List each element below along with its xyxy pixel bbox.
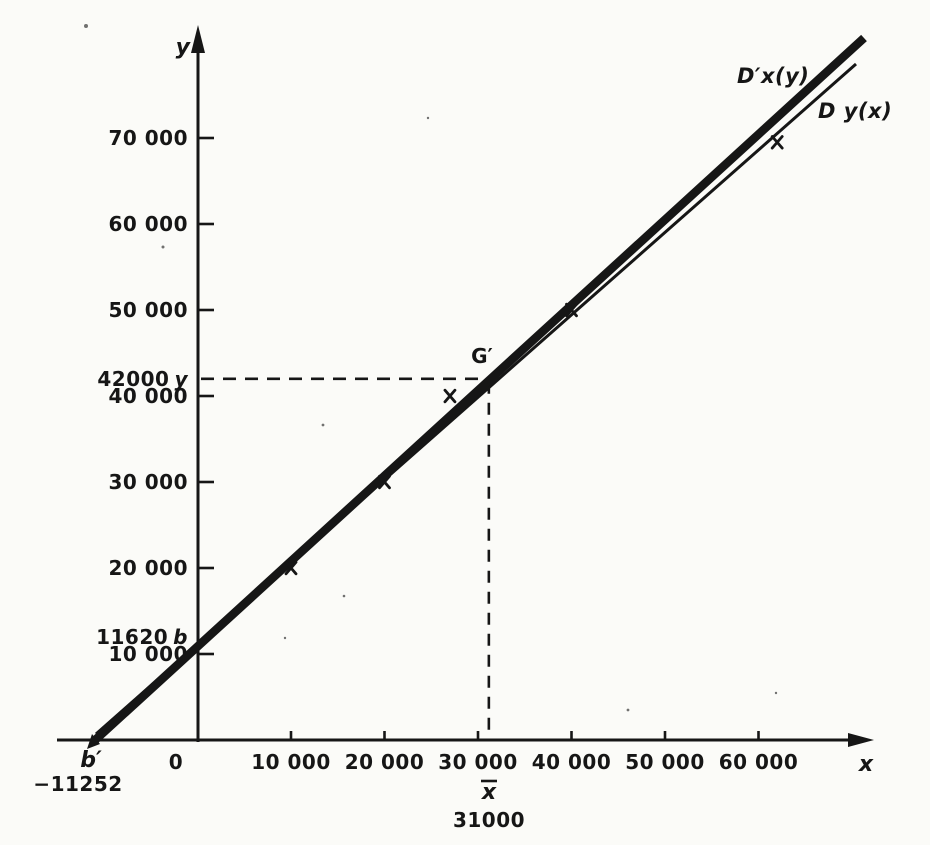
scan-speckle: [161, 245, 165, 249]
x-axis: 0 10 000 20 000 30 000 40 000 50 000 60 000 x: [57, 731, 874, 777]
x-tick-label: 60 000: [719, 750, 799, 774]
scan-speckle: [774, 691, 778, 695]
x-tick-label: 30 000: [438, 750, 518, 774]
x-intercept-value: −11252: [33, 772, 122, 796]
regression-lines: [87, 34, 867, 749]
x-axis-arrowhead-icon: [848, 733, 874, 747]
scan-speckle: [426, 116, 430, 120]
scan-speckle: [283, 636, 287, 640]
data-point-marker: [565, 302, 578, 318]
x-tick-label: 10 000: [251, 750, 331, 774]
x-axis-letter: x: [858, 752, 874, 777]
data-point-marker: [770, 135, 784, 150]
y-tick-label: 10 000: [108, 642, 188, 666]
data-point-marker: [284, 560, 298, 576]
scan-speckle: [626, 708, 630, 712]
scan-speckle: [84, 24, 88, 28]
y-tick-label: 30 000: [108, 470, 188, 494]
y-tick-labels: 10 000 20 000 30 000 40 000 50 000 60 000 70 0…: [108, 126, 188, 666]
data-point-marker: [378, 474, 391, 490]
x-tick-label: 50 000: [625, 750, 705, 774]
y-intercept-letter: b: [173, 625, 188, 649]
y-tick-label: 70 000: [108, 126, 188, 150]
x-tick-label: 0: [169, 750, 183, 774]
y-tick-marks: [199, 136, 214, 656]
y-tick-label: 20 000: [108, 556, 188, 580]
thick-line-label: D′x(y): [737, 64, 809, 88]
y-tick-label: 60 000: [108, 212, 188, 236]
x-intercept-letter: b′: [80, 748, 102, 773]
mean-guides: [201, 377, 491, 739]
mean-point-label: G′: [471, 344, 493, 368]
y-tick-label: 40 000: [108, 384, 188, 408]
x-tick-labels: 0 10 000 20 000 30 000 40 000 50 000 60 000: [169, 750, 798, 774]
regression-line-thick: [90, 34, 867, 746]
y-axis: 10 000 20 000 30 000 40 000 50 000 60 000 70 0…: [108, 25, 214, 742]
data-points: [284, 135, 784, 576]
y-tick-label: 50 000: [108, 298, 188, 322]
scan-speckles: [84, 24, 778, 712]
y-mean-value: 42000: [97, 367, 169, 391]
y-axis-letter: y: [176, 35, 192, 60]
y-intercept-label: 11620 b: [96, 625, 188, 649]
y-mean-label: 42000 y: [97, 367, 188, 391]
x-mean-letter: x: [481, 780, 497, 805]
y-axis-arrowhead-icon: [191, 25, 205, 53]
data-point-marker: [443, 388, 457, 404]
y-mean-letter: y: [174, 367, 188, 391]
thin-line-label: D y(x): [818, 99, 892, 123]
x-mean-value: 31000: [453, 808, 525, 832]
y-intercept-value: 11620: [96, 625, 168, 649]
scan-speckle: [321, 423, 325, 427]
scan-speckle: [342, 594, 346, 598]
x-tick-label: 20 000: [345, 750, 425, 774]
x-tick-marks: [289, 731, 760, 740]
x-tick-label: 40 000: [532, 750, 612, 774]
